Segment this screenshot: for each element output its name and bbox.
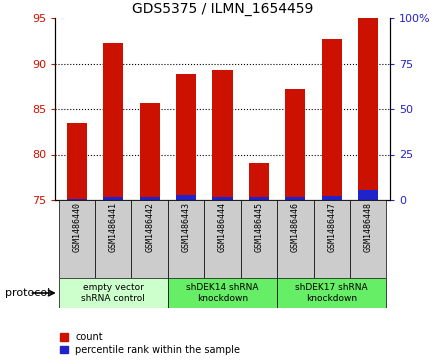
Bar — [176, 195, 196, 200]
Bar — [322, 196, 342, 200]
Bar — [59, 278, 168, 308]
Bar — [213, 70, 232, 200]
Bar — [176, 74, 196, 200]
Bar — [132, 200, 168, 278]
Bar — [139, 197, 160, 200]
Bar — [358, 190, 378, 200]
Bar — [139, 103, 160, 200]
Bar — [249, 163, 269, 200]
Text: shDEK14 shRNA
knockdown: shDEK14 shRNA knockdown — [186, 283, 259, 303]
Bar — [322, 39, 342, 200]
Bar — [241, 200, 277, 278]
Bar — [168, 200, 204, 278]
Text: GSM1486448: GSM1486448 — [363, 202, 373, 252]
Bar — [204, 200, 241, 278]
Bar — [67, 199, 87, 200]
Bar — [103, 197, 123, 200]
Title: GDS5375 / ILMN_1654459: GDS5375 / ILMN_1654459 — [132, 1, 313, 16]
Text: protocol: protocol — [5, 288, 50, 298]
Legend: count, percentile rank within the sample: count, percentile rank within the sample — [60, 332, 240, 355]
Bar — [168, 278, 277, 308]
Bar — [59, 200, 95, 278]
Text: GSM1486445: GSM1486445 — [254, 202, 264, 252]
Text: GSM1486440: GSM1486440 — [72, 202, 81, 252]
Bar — [213, 197, 232, 200]
Bar — [277, 278, 386, 308]
Bar — [285, 197, 305, 200]
Bar — [67, 123, 87, 200]
Text: empty vector
shRNA control: empty vector shRNA control — [81, 283, 145, 303]
Text: GSM1486441: GSM1486441 — [109, 202, 118, 252]
Bar — [249, 197, 269, 200]
Text: GSM1486444: GSM1486444 — [218, 202, 227, 252]
Bar — [95, 200, 132, 278]
Text: GSM1486443: GSM1486443 — [182, 202, 191, 252]
Bar — [103, 44, 123, 200]
Bar — [314, 200, 350, 278]
Text: GSM1486446: GSM1486446 — [291, 202, 300, 252]
Text: shDEK17 shRNA
knockdown: shDEK17 shRNA knockdown — [295, 283, 368, 303]
Bar — [285, 89, 305, 200]
Text: GSM1486447: GSM1486447 — [327, 202, 336, 252]
Bar — [277, 200, 314, 278]
Bar — [358, 18, 378, 200]
Text: GSM1486442: GSM1486442 — [145, 202, 154, 252]
Bar — [350, 200, 386, 278]
